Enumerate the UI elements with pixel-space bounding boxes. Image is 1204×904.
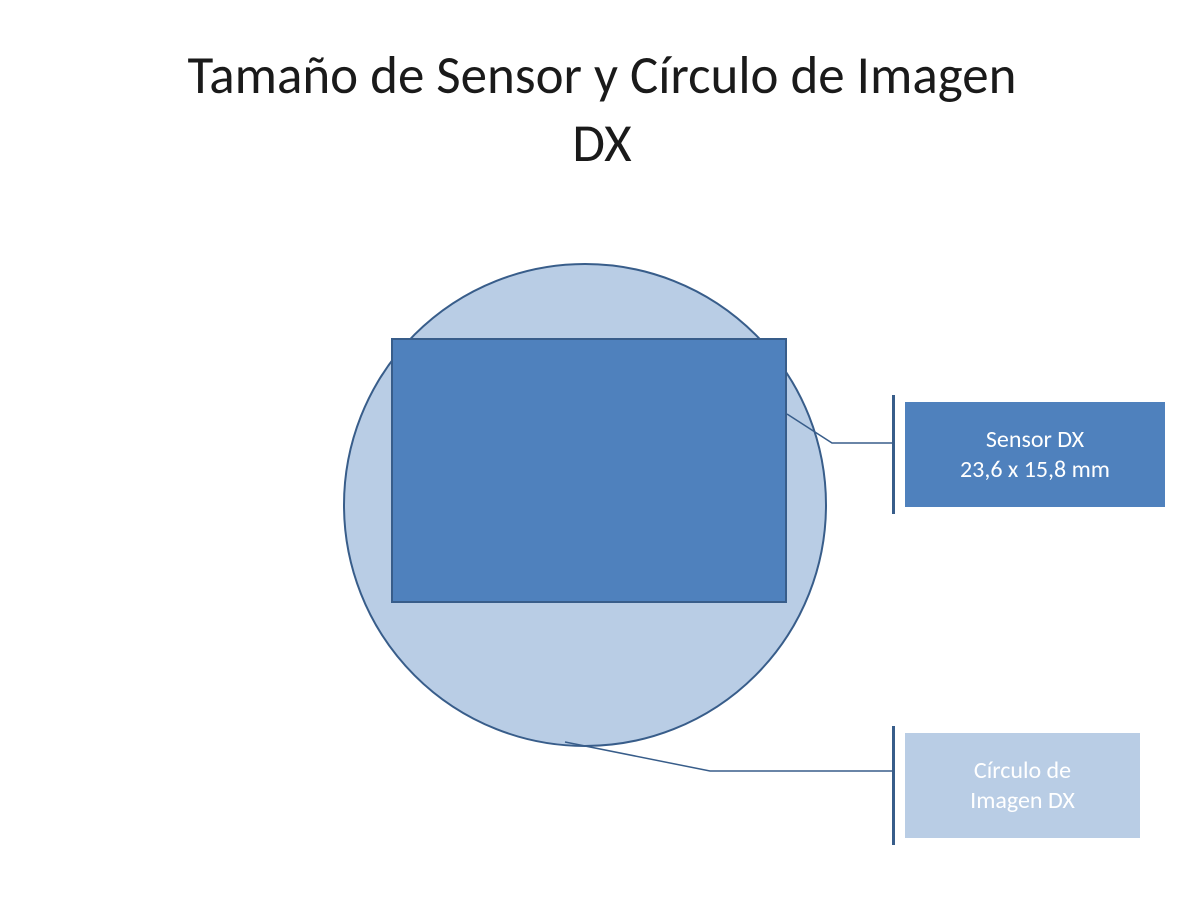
circle-callout-bar [892, 726, 895, 845]
circle-callout-line1: Círculo de [974, 756, 1071, 786]
sensor-callout-bar [892, 395, 895, 514]
circle-callout: Círculo de Imagen DX [905, 733, 1140, 838]
circle-connector [565, 742, 892, 771]
title-line1: Tamaño de Sensor y Círculo de Imagen [188, 44, 1017, 108]
title-line2: DX [572, 112, 631, 176]
page-title: Tamaño de Sensor y Círculo de Imagen DX [0, 42, 1204, 178]
sensor-callout-line1: Sensor DX [986, 425, 1084, 455]
sensor-callout-line2: 23,6 x 15,8 mm [960, 455, 1110, 485]
sensor-callout: Sensor DX 23,6 x 15,8 mm [905, 402, 1165, 507]
circle-callout-line2: Imagen DX [970, 786, 1075, 816]
sensor-rectangle [391, 338, 787, 603]
